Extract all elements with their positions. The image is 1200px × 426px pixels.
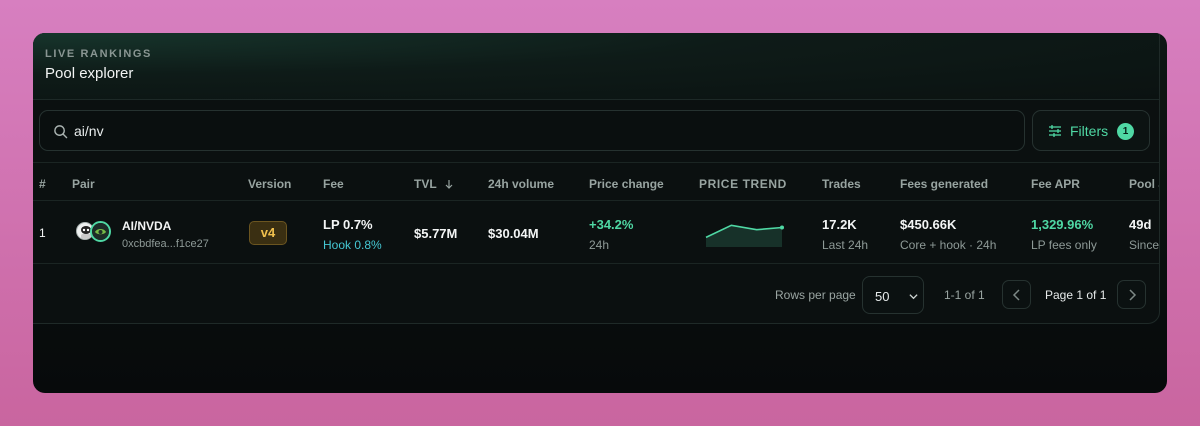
pair-name[interactable]: AI/NVDA	[122, 219, 172, 233]
app-window: LIVE RANKINGS Pool explorer ai/nv Filter…	[33, 33, 1167, 393]
col-trades[interactable]: Trades	[822, 177, 861, 191]
price-trend-sparkline	[705, 224, 784, 247]
filters-label: Filters	[1070, 123, 1109, 139]
rows-per-page-value: 50	[875, 289, 890, 304]
pool-explorer-panel: LIVE RANKINGS Pool explorer ai/nv Filter…	[33, 33, 1160, 324]
ai-token-avatar	[76, 222, 94, 240]
col-index: #	[39, 177, 46, 191]
page-title: Pool explorer	[45, 65, 134, 82]
fee-apr-value: 1,329.96%	[1031, 217, 1094, 232]
chevron-down-icon	[909, 294, 918, 300]
col-fee-apr[interactable]: Fee APR	[1031, 177, 1080, 191]
col-tvl[interactable]: TVL	[414, 177, 454, 191]
pool-age-note: Since	[1129, 238, 1160, 252]
sparkline-line	[705, 224, 783, 239]
row-index: 1	[39, 226, 46, 240]
next-page-button[interactable]	[1117, 280, 1146, 309]
col-pool-age[interactable]: Pool a	[1129, 177, 1159, 191]
version-badge: v4	[249, 221, 287, 245]
fee-hook: Hook 0.8%	[323, 238, 382, 252]
header-eyebrow: LIVE RANKINGS	[45, 48, 152, 60]
col-fee[interactable]: Fee	[323, 177, 344, 191]
search-value[interactable]: ai/nv	[74, 123, 104, 139]
panel-header: LIVE RANKINGS Pool explorer	[33, 33, 1159, 100]
table-header: # Pair Version Fee TVL 24h volume Price …	[33, 162, 1159, 201]
pool-age-value: 49d	[1129, 217, 1152, 232]
col-price-change[interactable]: Price change	[589, 177, 664, 191]
pagination-range: 1-1 of 1	[944, 288, 985, 302]
fee-apr-note: LP fees only	[1031, 238, 1097, 252]
col-fees-generated[interactable]: Fees generated	[900, 177, 989, 191]
col-volume[interactable]: 24h volume	[488, 177, 555, 191]
search-input[interactable]: ai/nv	[39, 110, 1025, 151]
fees-generated-note: Core + hook · 24h	[900, 238, 997, 252]
chevron-left-icon	[1012, 289, 1020, 301]
prev-page-button[interactable]	[1002, 280, 1031, 309]
trades-period: Last 24h	[822, 238, 869, 252]
col-version[interactable]: Version	[248, 177, 292, 191]
sparkline-area	[706, 225, 782, 247]
filters-button[interactable]: Filters 1	[1032, 110, 1150, 151]
col-pair[interactable]: Pair	[72, 177, 95, 191]
col-tvl-label: TVL	[414, 177, 437, 191]
filters-count-badge: 1	[1117, 123, 1134, 140]
price-change-period: 24h	[589, 238, 610, 252]
sparkline-end-dot	[780, 225, 784, 230]
pair-address[interactable]: 0xcbdfea...f1ce27	[122, 238, 209, 250]
fees-generated-value: $450.66K	[900, 217, 957, 232]
rows-per-page-label: Rows per page	[775, 288, 856, 302]
fee-lp: LP 0.7%	[323, 217, 373, 232]
pagination-bar: Rows per page 50 1-1 of 1 Page 1 of 1	[33, 274, 1159, 314]
search-icon	[54, 125, 68, 139]
chevron-right-icon	[1129, 289, 1137, 301]
nvda-token-avatar	[90, 221, 111, 242]
trades-value: 17.2K	[822, 217, 857, 232]
volume-value: $30.04M	[488, 226, 539, 241]
rows-per-page-select[interactable]: 50	[862, 276, 924, 314]
arrow-down-icon	[445, 180, 453, 189]
price-change-value: +34.2%	[589, 217, 634, 232]
page-info: Page 1 of 1	[1045, 288, 1107, 302]
tvl-value: $5.77M	[414, 226, 458, 241]
table-row[interactable]: 1 AI/NVDA 0xcbdfea...f1ce27	[33, 202, 1159, 264]
col-price-trend: PRICE TREND	[699, 177, 787, 191]
sliders-icon	[1049, 125, 1061, 137]
